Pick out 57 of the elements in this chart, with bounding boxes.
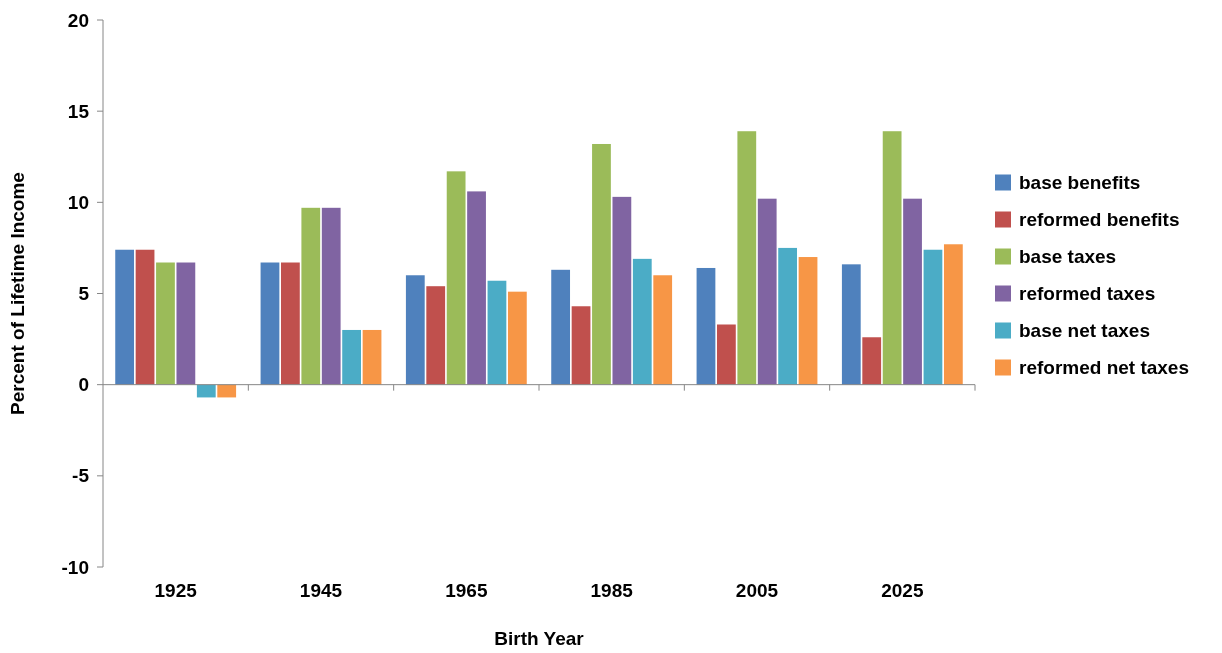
bar xyxy=(903,198,922,385)
bar xyxy=(362,329,382,385)
bar xyxy=(943,244,963,385)
bar xyxy=(426,286,446,385)
x-tick-label: 1945 xyxy=(299,580,343,601)
y-tick-label: 5 xyxy=(78,283,90,305)
bar xyxy=(841,264,861,385)
bar xyxy=(135,249,155,385)
bar xyxy=(467,191,486,385)
bar xyxy=(757,198,777,385)
bar xyxy=(716,324,736,385)
x-tick-label: 1925 xyxy=(154,580,198,601)
bar xyxy=(280,262,300,385)
bar xyxy=(632,258,652,385)
legend-label: base net taxes xyxy=(1019,320,1150,342)
bar xyxy=(260,262,280,385)
bar xyxy=(342,329,362,385)
bar xyxy=(301,207,321,385)
x-tick-label: 1985 xyxy=(590,580,634,601)
bar xyxy=(862,337,882,385)
bar xyxy=(507,291,527,385)
x-axis-title: Birth Year xyxy=(494,628,585,649)
legend-label: reformed benefits xyxy=(1019,209,1180,231)
bar xyxy=(217,384,237,398)
bar xyxy=(405,275,425,385)
bar xyxy=(551,269,571,385)
x-tick-label: 2025 xyxy=(881,580,924,601)
bar xyxy=(592,143,611,385)
y-tick-label: 10 xyxy=(67,191,89,213)
bar xyxy=(778,247,798,385)
legend-label: reformed taxes xyxy=(1019,283,1156,305)
bar xyxy=(176,262,196,385)
legend-label: reformed net taxes xyxy=(1019,357,1190,379)
y-tick-label: 0 xyxy=(78,374,89,396)
bar xyxy=(321,207,341,385)
bar xyxy=(446,171,466,385)
y-axis-title: Percent of Lifetime Income xyxy=(7,172,28,415)
y-tick-label: -10 xyxy=(61,556,89,578)
y-tick-label: 15 xyxy=(67,100,90,122)
bar xyxy=(156,262,175,385)
bar xyxy=(923,249,943,385)
bar xyxy=(882,131,902,385)
x-tick-label: 1965 xyxy=(445,580,488,601)
bar xyxy=(196,384,216,398)
bar xyxy=(798,257,818,385)
x-tick-label: 2005 xyxy=(735,580,779,601)
bar xyxy=(115,249,135,385)
bar xyxy=(571,306,591,385)
bar xyxy=(653,275,673,385)
bar xyxy=(612,196,632,385)
legend-label: base taxes xyxy=(1019,246,1117,268)
bar xyxy=(696,267,716,385)
y-tick-label: -5 xyxy=(72,465,90,487)
legend-label: base benefits xyxy=(1019,172,1141,194)
bar xyxy=(737,131,757,385)
bar xyxy=(487,280,507,385)
y-tick-label: 20 xyxy=(67,9,89,31)
